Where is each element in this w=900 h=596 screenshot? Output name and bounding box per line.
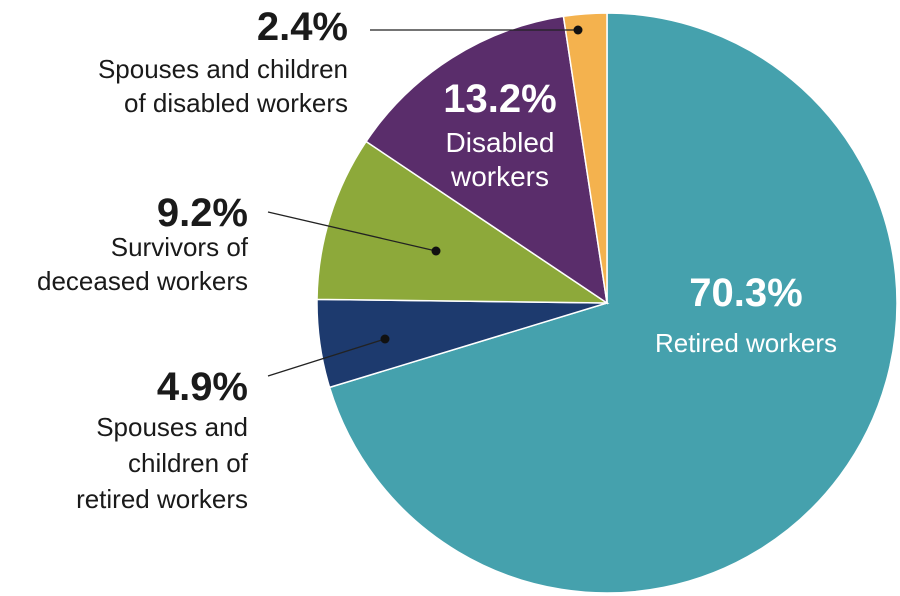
slice-category-label: Spouses and children — [98, 54, 348, 84]
slice-category-label: of disabled workers — [124, 88, 348, 118]
slice-category-label: retired workers — [76, 484, 248, 514]
slice-category-label: workers — [450, 161, 549, 192]
leader-dot — [380, 334, 390, 344]
slice-percent-label: 13.2% — [443, 77, 556, 121]
slice-percent-label: 4.9% — [157, 365, 248, 409]
slice-category-label: Disabled — [446, 127, 555, 158]
slice-percent-label: 2.4% — [257, 5, 348, 49]
slice-category-label: Survivors of — [111, 232, 249, 262]
leader-line — [267, 338, 386, 377]
slice-percent-label: 9.2% — [157, 191, 248, 235]
pie-slice — [365, 15, 608, 305]
slice-percent-label: 70.3% — [689, 271, 802, 315]
pie-slice — [328, 12, 898, 594]
pie-slice — [316, 140, 610, 304]
slice-category-label: Spouses and — [96, 412, 248, 442]
leader-line — [267, 211, 437, 252]
pie-slice — [562, 12, 608, 304]
slice-category-label: deceased workers — [37, 266, 248, 296]
leader-dot — [573, 25, 583, 35]
slice-category-label: Retired workers — [655, 328, 837, 358]
slice-category-label: children of — [128, 448, 249, 478]
leader-dot — [431, 246, 441, 256]
